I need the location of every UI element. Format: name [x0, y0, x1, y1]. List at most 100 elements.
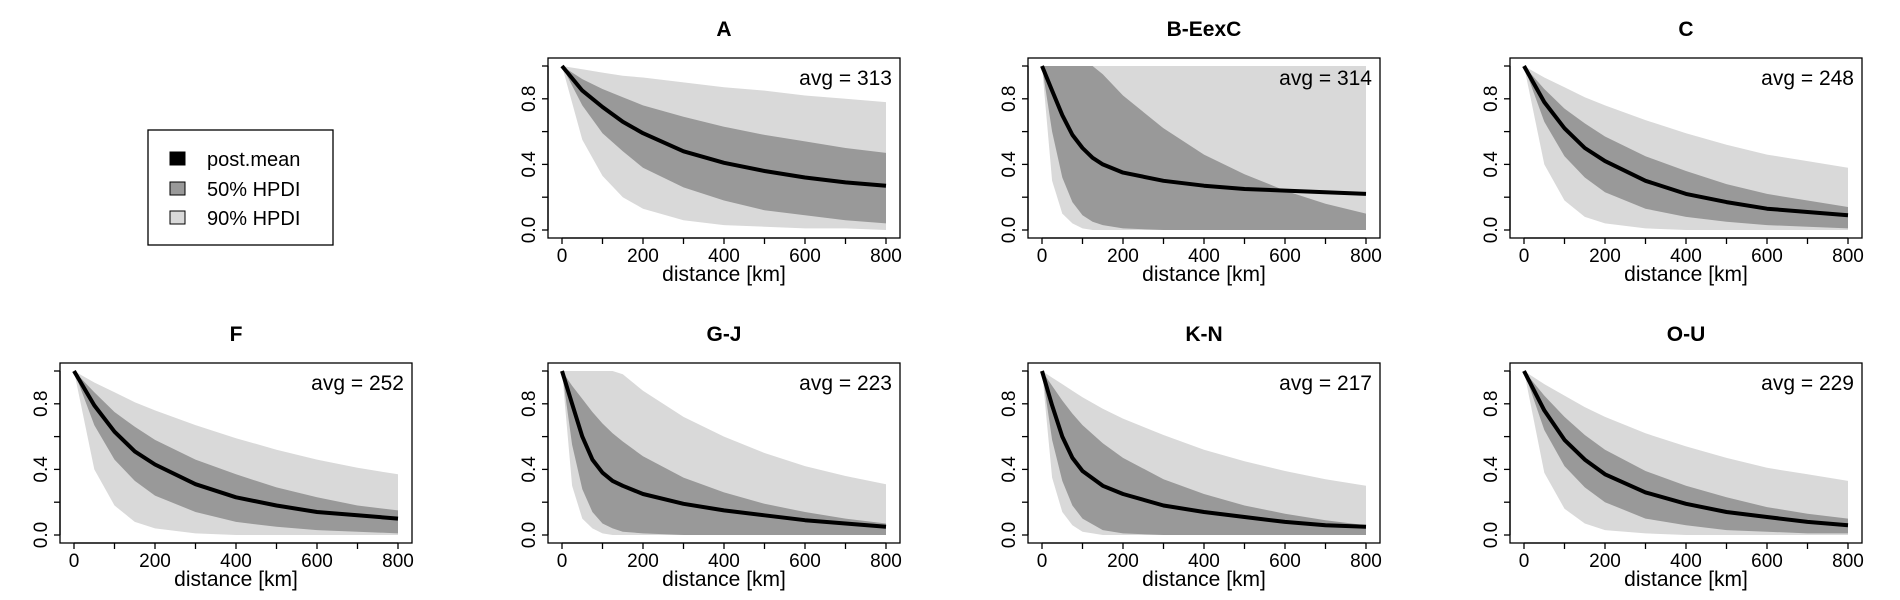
panel-title: F [230, 323, 243, 346]
x-axis-label: distance [km] [1142, 263, 1266, 286]
y-tick-label: 0.4 [31, 456, 52, 483]
legend-label-mean: post.mean [207, 149, 300, 171]
x-tick-label: 600 [789, 551, 821, 572]
legend-swatch-mean [169, 151, 186, 166]
x-tick-label: 200 [627, 551, 659, 572]
panel-k-n: K-N avg = 217 0 200 400 600 800 distance [km] 0.… [999, 323, 1382, 591]
panel-title: G-J [706, 323, 741, 346]
x-tick-label: 200 [627, 246, 659, 267]
avg-annotation: avg = 248 [1761, 67, 1854, 90]
mean-line [1522, 370, 1849, 528]
x-axis-label: distance [km] [174, 568, 298, 591]
y-tick-label: 0.0 [519, 522, 540, 548]
x-tick-label: 800 [382, 551, 414, 572]
x-tick-label: 200 [1589, 246, 1621, 267]
y-tick-label: 0.0 [31, 522, 52, 548]
y-tick-label: 0.8 [519, 391, 540, 417]
mean-line [72, 369, 399, 521]
x-tick-label: 800 [1350, 246, 1382, 267]
x-tick-label: 400 [1188, 551, 1220, 572]
y-tick-label: 0.0 [999, 522, 1020, 548]
avg-annotation: avg = 223 [799, 372, 892, 395]
x-tick-label: 600 [1751, 551, 1783, 572]
panel-title: C [1678, 18, 1693, 41]
hpdi50-band [1524, 371, 1848, 534]
hpdi50-band [1042, 66, 1366, 230]
y-tick-label: 0.8 [31, 391, 52, 417]
x-tick-label: 0 [1037, 246, 1048, 267]
x-axis-label: distance [km] [1142, 568, 1266, 591]
y-tick-label: 0.4 [999, 456, 1020, 483]
y-tick-label: 0.8 [999, 86, 1020, 112]
hpdi50-band [1524, 66, 1848, 229]
legend: post.mean 50% HPDI 90% HPDI [147, 129, 334, 246]
x-tick-label: 800 [870, 246, 902, 267]
legend-label-hpdi50: 50% HPDI [207, 179, 300, 201]
mean-line [1040, 370, 1367, 529]
y-tick-label: 0.0 [1481, 522, 1502, 548]
x-tick-label: 200 [1107, 246, 1139, 267]
x-tick-label: 600 [301, 551, 333, 572]
panel-g-j: G-J avg = 223 0 200 400 600 800 distance [km] 0.… [519, 323, 902, 591]
x-tick-label: 400 [1188, 246, 1220, 267]
x-axis-label: distance [km] [662, 568, 786, 591]
y-tick-label: 0.8 [1481, 86, 1502, 112]
y-tick-label: 0.0 [1481, 217, 1502, 243]
x-tick-label: 800 [870, 551, 902, 572]
panel-title: K-N [1185, 323, 1222, 346]
panel-title: B-EexC [1167, 18, 1242, 41]
x-tick-label: 400 [1670, 246, 1702, 267]
y-tick-label: 0.4 [1481, 151, 1502, 178]
avg-annotation: avg = 229 [1761, 372, 1854, 395]
x-tick-label: 400 [220, 551, 252, 572]
x-tick-label: 200 [1107, 551, 1139, 572]
x-tick-label: 0 [557, 246, 568, 267]
x-axis-label: distance [km] [662, 263, 786, 286]
hpdi50-band [562, 66, 886, 224]
x-tick-label: 400 [708, 246, 740, 267]
x-tick-label: 600 [1269, 246, 1301, 267]
mean-line [560, 64, 887, 188]
panel-o-u: O-U avg = 229 0 200 400 600 800 distance [km] 0.… [1481, 323, 1864, 591]
y-tick-label: 0.8 [1481, 391, 1502, 417]
avg-annotation: avg = 217 [1279, 372, 1372, 395]
y-tick-label: 0.4 [999, 151, 1020, 178]
x-tick-label: 0 [1519, 551, 1530, 572]
x-tick-label: 0 [557, 551, 568, 572]
legend-swatch-hpdi50 [169, 181, 186, 196]
y-tick-label: 0.8 [999, 391, 1020, 417]
x-axis-label: distance [km] [1624, 568, 1748, 591]
mean-line [1040, 65, 1367, 196]
x-tick-label: 400 [708, 551, 740, 572]
x-axis-label: distance [km] [1624, 263, 1748, 286]
x-tick-label: 0 [69, 551, 80, 572]
legend-swatch-hpdi90 [169, 210, 186, 225]
y-tick-label: 0.0 [999, 217, 1020, 243]
avg-annotation: avg = 252 [311, 372, 404, 395]
legend-label-hpdi90: 90% HPDI [207, 208, 300, 230]
mean-line [560, 370, 887, 529]
x-tick-label: 200 [1589, 551, 1621, 572]
x-tick-label: 400 [1670, 551, 1702, 572]
avg-annotation: avg = 313 [799, 67, 892, 90]
y-tick-label: 0.4 [519, 456, 540, 483]
panel-b-eexc: B-EexC avg = 314 0 200 400 600 800 distance [km… [999, 18, 1382, 286]
panel-title: O-U [1667, 323, 1706, 346]
x-tick-label: 600 [1269, 551, 1301, 572]
x-tick-label: 600 [1751, 246, 1783, 267]
x-tick-label: 0 [1037, 551, 1048, 572]
x-tick-label: 600 [789, 246, 821, 267]
x-tick-label: 200 [139, 551, 171, 572]
hpdi50-band [74, 371, 398, 534]
x-tick-label: 800 [1350, 551, 1382, 572]
panel-title: A [716, 18, 731, 41]
y-tick-label: 0.8 [519, 86, 540, 112]
x-tick-label: 0 [1519, 246, 1530, 267]
x-tick-label: 800 [1832, 246, 1864, 267]
avg-annotation: avg = 314 [1279, 67, 1372, 90]
